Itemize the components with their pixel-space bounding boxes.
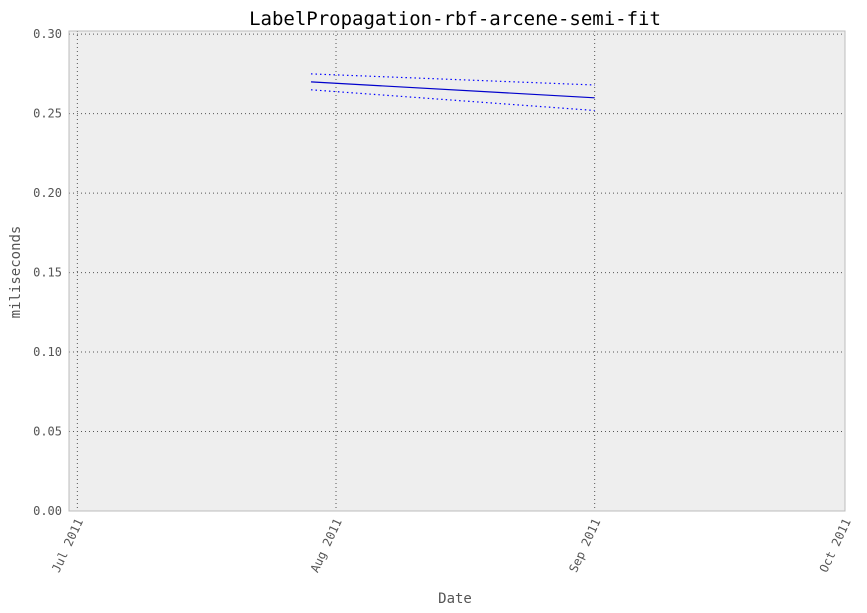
- y-tick-label: 0.00: [33, 504, 62, 518]
- series-line-mean: [310, 81, 595, 99]
- x-axis-label: Date: [438, 591, 472, 607]
- chart-title: LabelPropagation-rbf-arcene-semi-fit: [249, 8, 661, 30]
- series-group: [310, 73, 595, 112]
- x-tick-label: Sep 2011: [566, 516, 603, 574]
- x-tick-label: Aug 2011: [308, 516, 345, 574]
- x-tick-label: Jul 2011: [49, 516, 86, 574]
- x-tick-label: Oct 2011: [817, 516, 854, 574]
- y-tick-label: 0.30: [33, 27, 62, 41]
- x-axis-ticks: Jul 2011 Aug 2011 Sep 2011 Oct 2011: [49, 516, 854, 574]
- y-tick-label: 0.05: [33, 425, 62, 439]
- y-axis-label: miliseconds: [8, 226, 24, 319]
- y-tick-label: 0.20: [33, 186, 62, 200]
- y-tick-label: 0.25: [33, 107, 62, 121]
- plot-frame: [68, 30, 846, 512]
- y-tick-label: 0.10: [33, 345, 62, 359]
- y-tick-label: 0.15: [33, 266, 62, 280]
- y-axis-ticks: 0.00 0.05 0.10 0.15 0.20 0.25 0.30: [33, 27, 62, 518]
- plot-area: [69, 31, 845, 511]
